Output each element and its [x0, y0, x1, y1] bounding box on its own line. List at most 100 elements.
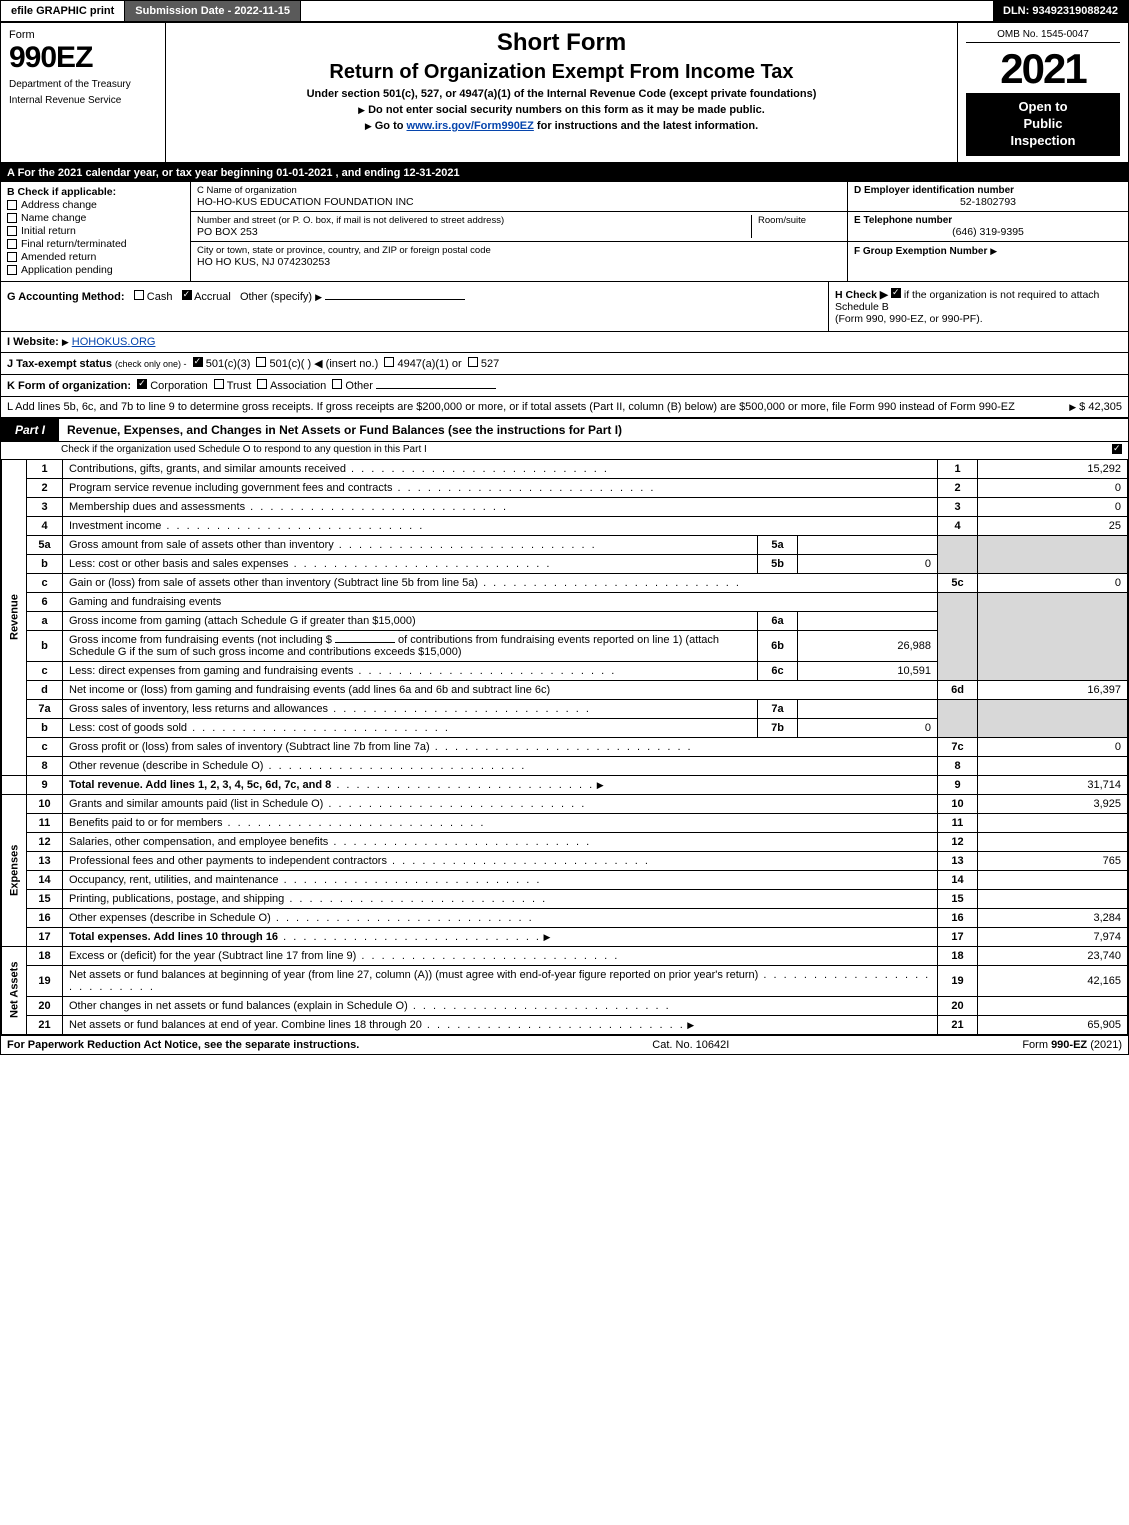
chk-final-return[interactable]: Final return/terminated [7, 238, 184, 250]
row-l: L Add lines 5b, 6c, and 7b to line 9 to … [1, 397, 1128, 418]
l2-amt: 0 [978, 478, 1128, 497]
l6a-sv [798, 611, 938, 630]
l7c-amt: 0 [978, 737, 1128, 756]
l4-col: 4 [938, 516, 978, 535]
instr2-pre: Go to [375, 120, 407, 132]
h-label: H Check ▶ [835, 289, 888, 301]
chk-address-change[interactable]: Address change [7, 199, 184, 211]
l7c-col: 7c [938, 737, 978, 756]
shade-6-amt [978, 592, 1128, 680]
l6a-desc: Gross income from gaming (attach Schedul… [63, 611, 758, 630]
l11-desc: Benefits paid to or for members [69, 817, 222, 829]
l2-desc: Program service revenue including govern… [69, 482, 392, 494]
open2: Public [970, 116, 1116, 133]
open1: Open to [970, 99, 1116, 116]
l9-amt: 31,714 [978, 775, 1128, 794]
l20-amt [978, 996, 1128, 1015]
chk-association[interactable] [257, 379, 267, 389]
l5c-num: c [27, 573, 63, 592]
dln-label: DLN: 93492319088242 [993, 1, 1128, 21]
l3-desc: Membership dues and assessments [69, 501, 245, 513]
c-name-cell: C Name of organization HO-HO-KUS EDUCATI… [191, 182, 847, 212]
submission-tab: Submission Date - 2022-11-15 [125, 1, 301, 21]
efile-tab[interactable]: efile GRAPHIC print [1, 1, 125, 21]
l6b-sv: 26,988 [798, 630, 938, 661]
open-public-box: Open to Public Inspection [966, 93, 1120, 156]
row-h: H Check ▶ if the organization is not req… [828, 282, 1128, 331]
l6d-num: d [27, 680, 63, 699]
l18-desc: Excess or (deficit) for the year (Subtra… [69, 950, 356, 962]
chk-cash[interactable] [134, 290, 144, 300]
b-title: B Check if applicable: [7, 186, 184, 198]
l6-desc: Gaming and fundraising events [63, 592, 938, 611]
l19-num: 19 [27, 965, 63, 996]
line-6: 6 Gaming and fundraising events [2, 592, 1128, 611]
omb-number: OMB No. 1545-0047 [966, 29, 1120, 43]
line-19: 19 Net assets or fund balances at beginn… [2, 965, 1128, 996]
chk-4947[interactable] [384, 357, 394, 367]
l7b-desc: Less: cost of goods sold [69, 722, 187, 734]
chk-initial-return[interactable]: Initial return [7, 225, 184, 237]
instr1-text: Do not enter social security numbers on … [368, 104, 765, 116]
arrow-icon [541, 931, 550, 943]
l19-amt: 42,165 [978, 965, 1128, 996]
l13-num: 13 [27, 851, 63, 870]
arrow-icon [62, 336, 72, 348]
chk-501c[interactable] [256, 357, 266, 367]
section-bcd: B Check if applicable: Address change Na… [1, 182, 1128, 282]
h-text3: (Form 990, 990-EZ, or 990-PF). [835, 313, 983, 325]
l15-col: 15 [938, 889, 978, 908]
chk-accrual[interactable] [182, 290, 192, 300]
c-addr-cell: Number and street (or P. O. box, if mail… [191, 212, 847, 242]
c-city-cell: City or town, state or province, country… [191, 242, 847, 271]
l16-col: 16 [938, 908, 978, 927]
l7b-sv: 0 [798, 718, 938, 737]
revenue-side-label: Revenue [2, 459, 27, 775]
l9-num: 9 [27, 775, 63, 794]
k-opt-3: Other [345, 380, 373, 392]
footer-left: For Paperwork Reduction Act Notice, see … [7, 1039, 359, 1051]
f-group-cell: F Group Exemption Number [848, 242, 1128, 260]
b-opt-3: Final return/terminated [21, 238, 127, 250]
line-4: 4 Investment income 4 25 [2, 516, 1128, 535]
k-label: K Form of organization: [7, 380, 131, 392]
l10-num: 10 [27, 794, 63, 813]
l5a-desc: Gross amount from sale of assets other t… [69, 539, 334, 551]
l2-num: 2 [27, 478, 63, 497]
expenses-side-label: Expenses [2, 794, 27, 946]
l15-amt [978, 889, 1128, 908]
chk-other-org[interactable] [332, 379, 342, 389]
return-title: Return of Organization Exempt From Incom… [178, 61, 945, 84]
chk-527[interactable] [468, 357, 478, 367]
l21-num: 21 [27, 1015, 63, 1034]
website-link[interactable]: HOHOKUS.ORG [72, 336, 156, 348]
section-c: C Name of organization HO-HO-KUS EDUCATI… [191, 182, 848, 281]
chk-name-change[interactable]: Name change [7, 212, 184, 224]
l17-desc: Total expenses. Add lines 10 through 16 [69, 931, 278, 943]
chk-application-pending[interactable]: Application pending [7, 264, 184, 276]
chk-schedule-o[interactable] [1112, 444, 1122, 454]
l5c-amt: 0 [978, 573, 1128, 592]
l6a-sub: 6a [758, 611, 798, 630]
chk-501c3[interactable] [193, 357, 203, 367]
header-center: Short Form Return of Organization Exempt… [166, 23, 958, 162]
chk-schedule-b[interactable] [891, 288, 901, 298]
chk-amended-return[interactable]: Amended return [7, 251, 184, 263]
line-5c: c Gain or (loss) from sale of assets oth… [2, 573, 1128, 592]
row-k: K Form of organization: Corporation Trus… [1, 375, 1128, 397]
l4-num: 4 [27, 516, 63, 535]
header: Form 990EZ Department of the Treasury In… [1, 23, 1128, 164]
l1-desc: Contributions, gifts, grants, and simila… [69, 463, 346, 475]
line-16: 16 Other expenses (describe in Schedule … [2, 908, 1128, 927]
line-9: 9 Total revenue. Add lines 1, 2, 3, 4, 5… [2, 775, 1128, 794]
irs-link[interactable]: www.irs.gov/Form990EZ [407, 120, 534, 132]
shade-7 [938, 699, 978, 737]
under-section: Under section 501(c), 527, or 4947(a)(1)… [178, 88, 945, 100]
city-label: City or town, state or province, country… [197, 245, 841, 256]
chk-trust[interactable] [214, 379, 224, 389]
l6c-sub: 6c [758, 661, 798, 680]
l16-amt: 3,284 [978, 908, 1128, 927]
g-other: Other (specify) [240, 291, 312, 303]
arrow-icon [594, 779, 603, 791]
chk-corporation[interactable] [137, 379, 147, 389]
